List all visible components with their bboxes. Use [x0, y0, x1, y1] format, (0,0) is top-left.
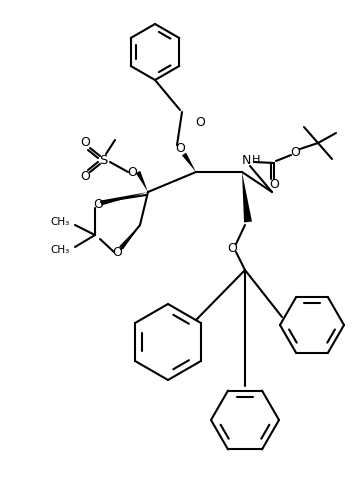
Text: O: O	[175, 141, 185, 155]
Text: O: O	[127, 165, 137, 178]
Text: CH₃: CH₃	[50, 245, 70, 255]
Text: O: O	[80, 170, 90, 183]
Text: H: H	[252, 155, 260, 165]
Text: O: O	[269, 178, 279, 192]
Polygon shape	[242, 172, 252, 222]
Text: O: O	[80, 136, 90, 150]
Text: O: O	[93, 199, 103, 211]
Polygon shape	[182, 153, 196, 172]
Polygon shape	[100, 192, 148, 206]
Polygon shape	[119, 225, 140, 249]
Text: S: S	[99, 154, 107, 166]
Text: CH₃: CH₃	[50, 217, 70, 227]
Text: O: O	[112, 246, 122, 258]
Text: O: O	[227, 242, 237, 254]
Polygon shape	[136, 171, 148, 192]
Text: N: N	[241, 154, 251, 166]
Text: O: O	[290, 146, 300, 159]
Text: O: O	[195, 116, 205, 128]
